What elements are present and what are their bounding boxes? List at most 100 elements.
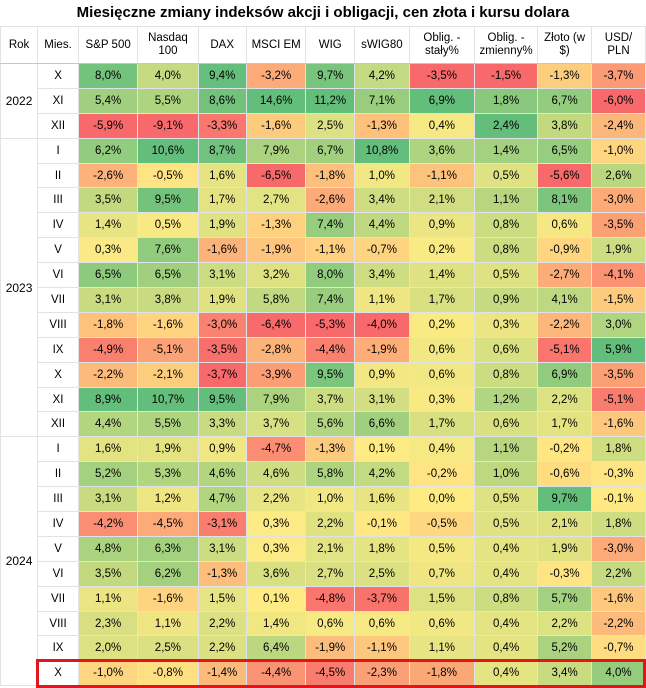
heatmap-cell: 7,9% [245,137,307,164]
heatmap-cell: 5,4% [77,87,139,114]
header-series: Oblig. - zmienny% [473,26,539,64]
heatmap-cell: 1,5% [197,585,247,612]
heatmap-cell: -1,6% [197,237,247,264]
heatmap-cell: 1,1% [77,585,139,612]
month-label: IV [37,511,79,537]
heatmap-cell: -5,6% [537,162,593,189]
heatmap-cell: -4,7% [245,436,307,463]
heatmap-cell: -1,5% [591,287,646,313]
month-label: I [37,137,79,164]
heatmap-cell: 5,8% [245,287,307,313]
heatmap-cell: 0,8% [473,361,539,388]
heatmap-cell: -4,0% [353,311,410,338]
heatmap-cell: 3,1% [197,262,247,289]
table-row: II -2,6% -0,5% 1,6% -6,5% -1,8% 1,0% -1,1% 0,5% -… [1,162,646,189]
header-month: Mies. [37,26,79,64]
heatmap-cell: 2,7% [305,560,355,587]
month-label: IX [37,635,79,662]
heatmap-cell: -1,6% [137,311,199,338]
heatmap-cell: 0,6% [473,411,539,438]
heatmap-cell: 1,7% [408,287,476,313]
heatmap-cell: 1,4% [408,262,476,289]
heatmap-cell: -1,6% [245,112,307,139]
heatmap-cell: 7,4% [305,212,355,239]
heatmap-cell: -3,7% [591,63,646,89]
heatmap-cell: -4,8% [305,585,355,612]
heatmap-cell: -6,4% [245,311,307,338]
heatmap-cell: -1,1% [408,162,476,189]
heatmap-cell: -5,1% [591,386,646,413]
heatmap-cell: 5,5% [137,411,199,438]
heatmap-cell: 0,8% [473,212,539,239]
heatmap-cell: -1,3% [305,436,355,463]
heatmap-cell: -2,2% [591,610,646,637]
heatmap-cell: 0,3% [473,311,539,338]
table-row: VI 3,5% 6,2% -1,3% 3,6% 2,7% 2,5% 0,7% 0,4% -0,3%… [1,560,646,587]
heatmap-cell: -5,1% [537,336,593,363]
heatmap-cell: 6,9% [408,87,476,114]
heatmap-cell: -2,6% [305,187,355,214]
header-series: Złoto (w $) [537,26,593,64]
heatmap-cell: 0,9% [197,436,247,463]
heatmap-cell: -4,4% [245,660,307,687]
heatmap-cell: 0,6% [408,361,476,388]
heatmap-cell: -9,1% [137,112,199,139]
heatmap-cell: 1,7% [537,411,593,438]
heatmap-cell: 0,2% [408,311,476,338]
heatmap-cell: 3,0% [591,311,646,338]
heatmap-cell: -3,2% [245,63,307,89]
heatmap-cell: -2,6% [77,162,139,189]
table-row: 2024 I 1,6% 1,9% 0,9% -4,7% -1,3% 0,1% 0,4% 1,1% -… [0,436,646,687]
heatmap-cell: 7,4% [305,287,355,313]
heatmap-cell: 5,2% [77,461,139,488]
heatmap-cell: 2,2% [197,635,247,662]
heatmap-cell: 8,0% [77,63,139,89]
month-label: X [37,361,79,388]
heatmap-cell: 3,8% [137,287,199,313]
heatmap-cell: 2,2% [305,511,355,537]
heatmap-cell: 2,5% [305,112,355,139]
table-row: VIII 2,3% 1,1% 2,2% 1,4% 0,6% 0,6% 0,6% 0,4% 2,2%… [1,610,646,637]
header-series: Nasdaq 100 [137,26,199,64]
month-label: VII [37,287,79,313]
month-label: V [37,535,79,562]
heatmap-cell: 8,1% [537,187,593,214]
heatmap-cell: 1,4% [77,212,139,239]
heatmap-cell: -1,8% [77,311,139,338]
chart-title: Miesięczne zmiany indeksów akcji i oblig… [76,4,570,21]
heatmap-cell: 0,6% [353,610,410,637]
heatmap-cell: 0,6% [408,610,476,637]
heatmap-cell: 2,7% [245,187,307,214]
heatmap-cell: 1,8% [473,87,539,114]
heatmap-cell: 3,6% [408,137,476,164]
heatmap-cell: 2,6% [591,162,646,189]
heatmap-cell: 1,1% [408,635,476,662]
heatmap-cell: 6,9% [537,361,593,388]
header-series: sWIG80 [353,26,410,64]
heatmap-cell: 9,5% [137,187,199,214]
heatmap-cell: 4,0% [137,63,199,89]
heatmap-cell: 0,7% [408,560,476,587]
heatmap-cell: -3,5% [408,63,476,89]
heatmap-cell: 3,5% [77,560,139,587]
heatmap-cell: 0,5% [473,511,539,537]
heatmap-cell: 1,8% [591,436,646,463]
heatmap-cell: 0,0% [408,486,476,513]
heatmap-cell: 4,2% [353,461,410,488]
heatmap-cell: -6,0% [591,87,646,114]
heatmap-cell: 1,1% [353,287,410,313]
heatmap-cell: 1,0% [473,461,539,488]
heatmap-cell: 2,3% [77,610,139,637]
heatmap-cell: 10,7% [137,386,199,413]
month-label: III [37,187,79,214]
heatmap-cell: 6,6% [353,411,410,438]
table-row: VII 3,1% 3,8% 1,9% 5,8% 7,4% 1,1% 1,7% 0,9% 4,1% -… [1,287,646,313]
heatmap-cell: 4,6% [197,461,247,488]
heatmap-cell: 3,2% [245,262,307,289]
heatmap-cell: 0,6% [305,610,355,637]
heatmap-cell: -1,9% [245,237,307,264]
heatmap-cell: 8,9% [77,386,139,413]
heatmap-cell: 9,7% [305,63,355,89]
month-label: V [37,237,79,264]
heatmap-cell: -1,3% [537,63,593,89]
